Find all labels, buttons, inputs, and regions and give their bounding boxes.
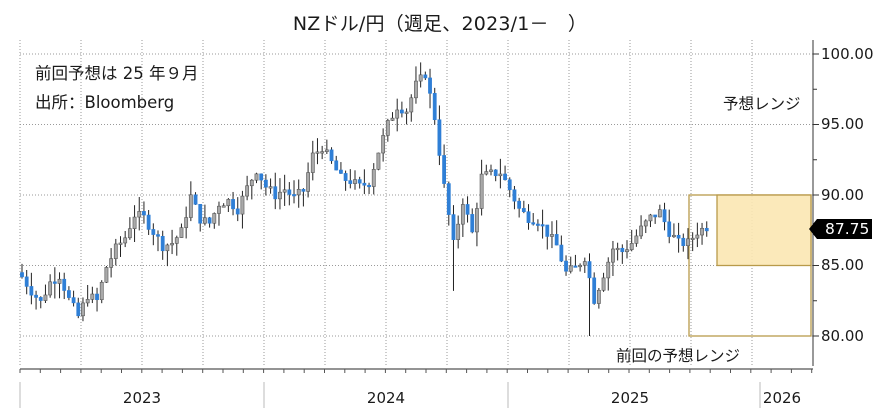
- y-tick-95: 95.00: [821, 115, 864, 133]
- source-note: 出所：Bloomberg: [35, 93, 175, 112]
- x-label-2026: 2026: [762, 389, 802, 407]
- candles: [20, 62, 709, 336]
- axes: [19, 40, 819, 408]
- y-tick-100: 100.00: [821, 45, 874, 63]
- chart-title: NZドル/円（週足、2023/1－ ）: [0, 9, 880, 36]
- forecast-range-label: 予想レンジ: [723, 95, 801, 113]
- y-tick-90: 90.00: [821, 186, 864, 204]
- x-label-2023: 2023: [122, 389, 162, 407]
- y-tick-80: 80.00: [821, 327, 864, 345]
- gridlines: [19, 40, 813, 366]
- y-tick-85: 85.00: [821, 256, 864, 274]
- previous-forecast-range-label: 前回の予想レンジ: [616, 347, 741, 365]
- chart-title-text: NZドル/円（週足、2023/1－ ）: [292, 13, 588, 35]
- last-price-tag: 87.75: [809, 219, 872, 239]
- x-label-2025: 2025: [610, 389, 650, 407]
- x-label-2024: 2024: [366, 389, 406, 407]
- chart-notes: 前回予想は 25 年９月 出所：Bloomberg: [35, 59, 199, 117]
- forecast-range-box: [716, 194, 812, 267]
- previous-forecast-note: 前回予想は 25 年９月: [35, 64, 199, 83]
